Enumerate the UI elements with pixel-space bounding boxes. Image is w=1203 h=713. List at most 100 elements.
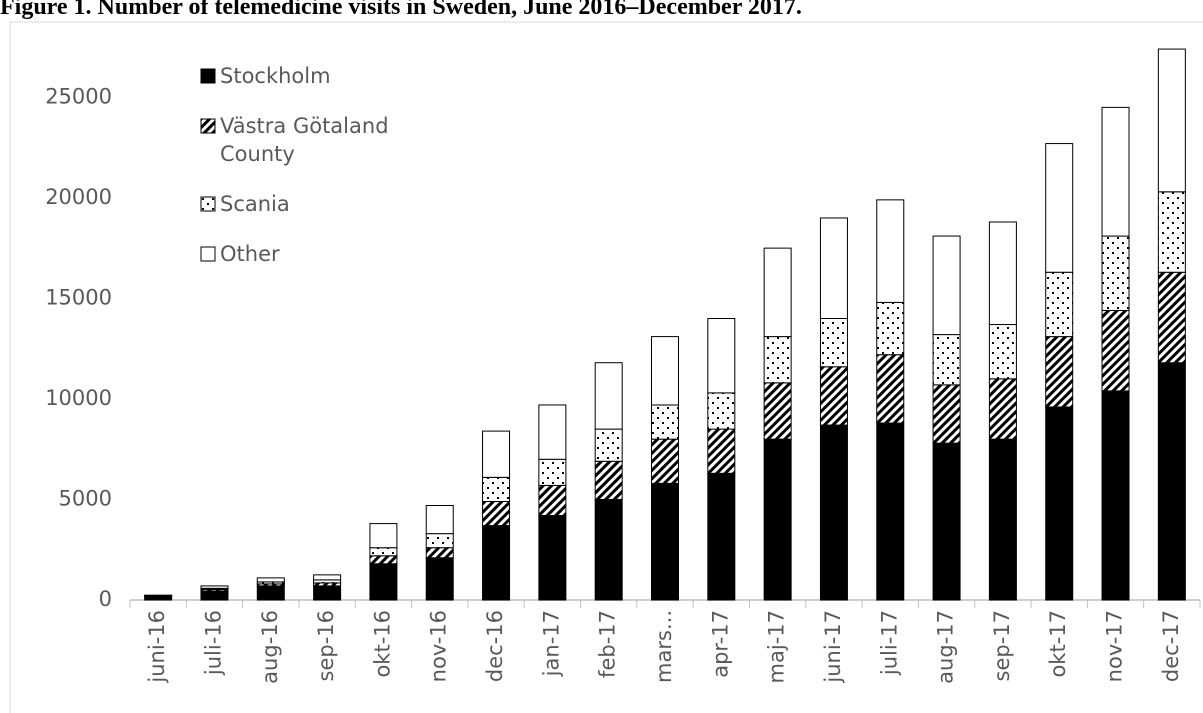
chart-title: Figure 1. Number of telemedicine visits … xyxy=(0,0,802,20)
x-tick-label: juni-16 xyxy=(145,610,169,684)
legend-swatch xyxy=(200,68,216,84)
bar-segment xyxy=(876,422,905,601)
x-tick-label: feb-17 xyxy=(596,610,620,678)
legend-item: Västra Götaland County xyxy=(200,112,460,168)
bar-segment xyxy=(369,523,398,549)
bar-segment xyxy=(144,595,173,601)
legend-swatch-rect xyxy=(200,196,216,212)
bar-segment xyxy=(482,476,511,502)
bar-segment xyxy=(932,384,961,444)
bar-segment xyxy=(1101,390,1130,601)
bar-segment xyxy=(763,336,792,384)
legend-swatch xyxy=(200,118,216,134)
y-tick-label: 5000 xyxy=(59,486,112,510)
x-tick-label: okt-16 xyxy=(370,610,394,678)
legend-swatch xyxy=(200,196,216,212)
x-tick-label: sep-17 xyxy=(990,610,1014,682)
x-tick-label: sep-16 xyxy=(314,610,338,682)
bar-segment xyxy=(1157,191,1186,273)
bar-segment xyxy=(819,366,848,426)
bar-segment xyxy=(651,404,679,440)
bar-segment xyxy=(819,424,848,601)
bar-segment xyxy=(819,318,848,368)
legend-label: Stockholm xyxy=(220,64,331,88)
x-tick-label: juli-16 xyxy=(201,610,225,676)
bar-segment xyxy=(707,428,736,474)
bar-segment xyxy=(1045,336,1074,408)
bar-segment xyxy=(538,515,567,601)
bar-segment xyxy=(1101,235,1130,311)
y-tick-label: 20000 xyxy=(45,185,112,209)
bar-segment xyxy=(482,525,511,601)
bar-segment xyxy=(1157,271,1186,364)
bar-segment xyxy=(707,472,736,601)
bar-segment xyxy=(1045,143,1074,273)
bar-segment xyxy=(369,563,398,601)
bar-segment xyxy=(1045,406,1074,601)
bar-segment xyxy=(594,428,623,462)
bar-segment xyxy=(1157,48,1186,193)
bar-segment xyxy=(482,500,511,527)
bar-segment xyxy=(256,577,285,583)
x-tick-label: nov-16 xyxy=(427,610,451,682)
bar-segment xyxy=(1045,271,1074,338)
bar-segment xyxy=(200,585,229,589)
bar-segment xyxy=(763,247,792,338)
bar-segment xyxy=(369,555,398,565)
x-tick-label: maj-17 xyxy=(765,610,789,683)
y-tick-label: 10000 xyxy=(45,386,112,410)
x-tick-label: dec-16 xyxy=(483,610,507,682)
bar-segment xyxy=(932,235,961,336)
bar-segment xyxy=(538,404,567,460)
x-tick-label: apr-17 xyxy=(708,610,732,678)
bar-segment xyxy=(482,430,511,478)
bar-segment xyxy=(1101,106,1130,237)
bar-segment xyxy=(988,438,1017,601)
legend-label: Other xyxy=(220,242,280,266)
legend-item: Other xyxy=(200,240,460,268)
bar-segment xyxy=(425,504,454,535)
legend-swatch xyxy=(200,246,216,262)
x-tick-label: juli-17 xyxy=(877,610,901,676)
bar-segment xyxy=(425,557,454,601)
bar-segment xyxy=(651,482,679,601)
x-tick-label: aug-17 xyxy=(934,610,958,684)
bar-segment xyxy=(819,217,848,319)
bar-segment xyxy=(594,460,623,500)
y-tick-label: 0 xyxy=(99,587,112,611)
bar-segment xyxy=(651,438,679,484)
y-tick-label: 25000 xyxy=(45,84,112,108)
legend: Stockholm Västra Götaland County Scania Oth… xyxy=(200,62,460,290)
x-tick-label: jan-17 xyxy=(539,610,563,677)
chart-frame xyxy=(9,21,1203,713)
bar-segment xyxy=(763,438,792,601)
bar-segment xyxy=(988,378,1017,440)
bar-segment xyxy=(425,547,454,559)
bar-segment xyxy=(763,382,792,440)
legend-item: Scania xyxy=(200,190,460,218)
bar-segment xyxy=(707,392,736,430)
x-tick-label: nov-17 xyxy=(1103,610,1127,682)
bar-segment xyxy=(538,458,567,486)
bar-segment xyxy=(988,221,1017,326)
legend-item: Stockholm xyxy=(200,62,460,90)
bar-segment xyxy=(876,354,905,424)
bar-segment xyxy=(369,547,398,557)
x-tick-label: dec-17 xyxy=(1159,610,1183,682)
bar-segment xyxy=(932,334,961,386)
x-tick-label: mars... xyxy=(652,610,676,683)
bar-segment xyxy=(932,442,961,601)
bar-segment xyxy=(594,362,623,430)
bar-segment xyxy=(876,301,905,356)
legend-label: Scania xyxy=(220,192,290,216)
bar-segment xyxy=(988,324,1017,380)
bar-segment xyxy=(313,585,342,601)
bar-segment xyxy=(538,484,567,517)
x-tick-label: aug-16 xyxy=(258,610,282,684)
bar-segment xyxy=(1101,309,1130,392)
bar-segment xyxy=(144,594,173,597)
bar-segment xyxy=(256,585,285,601)
bar-segment xyxy=(651,336,679,406)
